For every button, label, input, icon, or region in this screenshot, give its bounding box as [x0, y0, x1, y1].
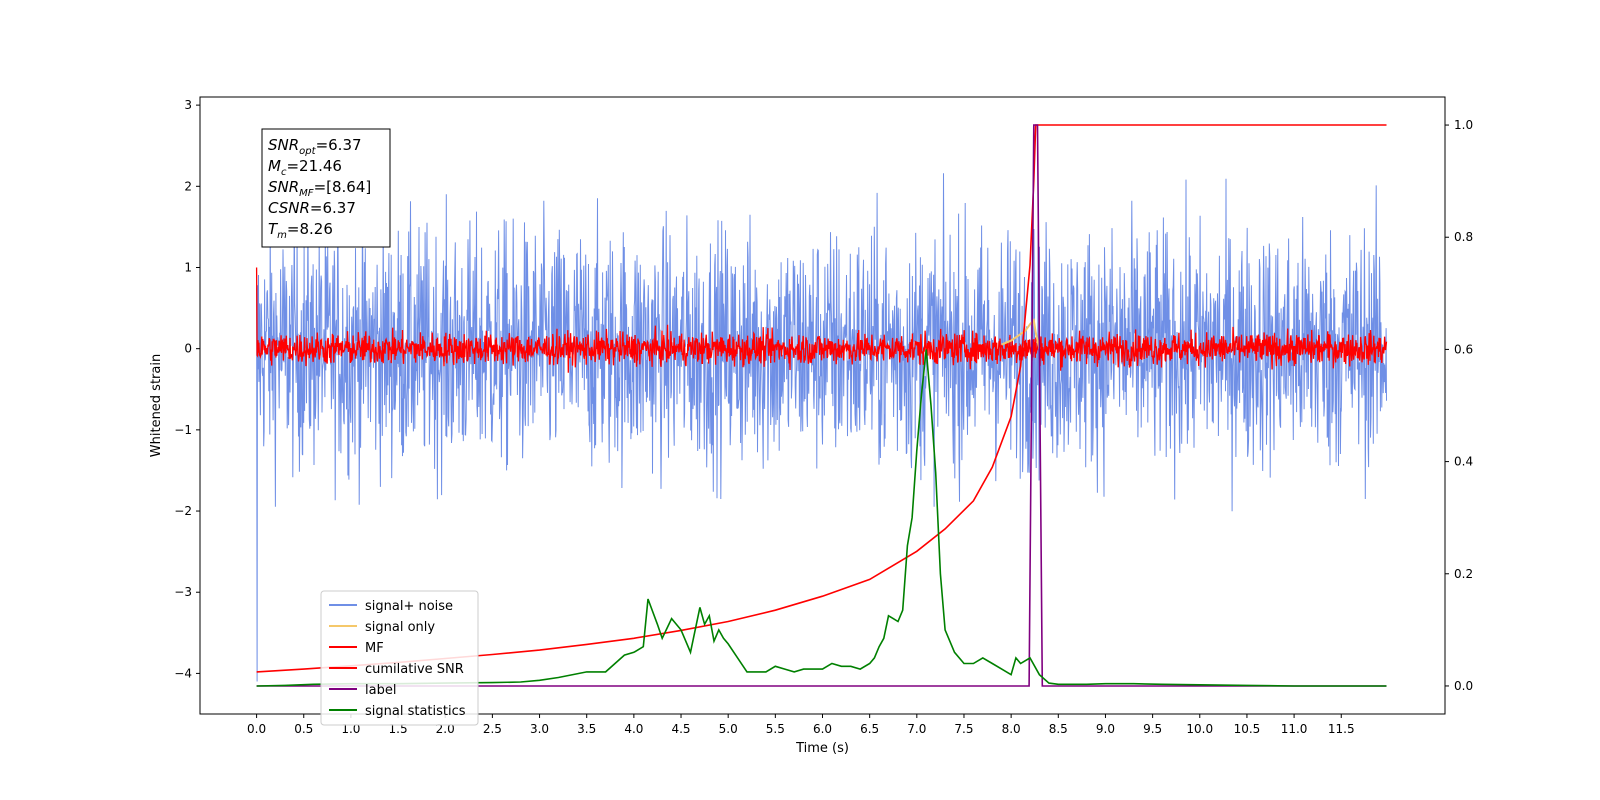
x-tick-label: 9.0	[1096, 722, 1115, 736]
x-tick-label: 4.5	[671, 722, 690, 736]
y-axis-left: 3 2 1 0 −1 −2 −3 −4	[174, 98, 200, 680]
y2-tick-label: 0.0	[1454, 679, 1473, 693]
y2-tick-label: 1.0	[1454, 118, 1473, 132]
y-tick-label: 3	[184, 98, 192, 112]
legend-label: MF	[365, 641, 384, 656]
y-tick-label: −4	[174, 666, 192, 680]
y-tick-label: −2	[174, 504, 192, 518]
y-axis-label: Whitened strain	[149, 354, 164, 457]
legend-label: label	[365, 683, 396, 698]
legend-label: signal only	[365, 620, 435, 635]
mf-series-layer	[255, 267, 1388, 373]
annotation-line: SNRMF=[8.64]	[268, 178, 371, 199]
annotation-line: CSNR=6.37	[268, 199, 356, 217]
x-tick-label: 9.5	[1143, 722, 1162, 736]
x-tick-label: 8.0	[1002, 722, 1021, 736]
x-tick-label: 11.5	[1328, 722, 1355, 736]
x-tick-label: 3.0	[530, 722, 549, 736]
y-tick-label: −1	[174, 423, 192, 437]
label-line	[256, 124, 1387, 687]
x-tick-label: 4.0	[624, 722, 643, 736]
y-axis-right: 0.0 0.2 0.4 0.6 0.8 1.0	[1445, 118, 1473, 693]
y2-tick-label: 0.8	[1454, 230, 1473, 244]
x-tick-label: 3.5	[577, 722, 596, 736]
y2-tick-label: 0.6	[1454, 342, 1473, 356]
x-tick-label: 10.0	[1186, 722, 1213, 736]
x-tick-label: 0.5	[294, 722, 313, 736]
stats-annotation: SNRopt=6.37Mc=21.46SNRMF=[8.64]CSNR=6.37…	[261, 128, 391, 248]
x-tick-label: 2.5	[483, 722, 502, 736]
x-tick-label: 5.5	[766, 722, 785, 736]
legend-box	[320, 590, 479, 726]
x-tick-label: 11.0	[1281, 722, 1308, 736]
x-tick-label: 7.0	[907, 722, 926, 736]
y-tick-label: −3	[174, 585, 192, 599]
x-tick-label: 8.5	[1049, 722, 1068, 736]
x-tick-label: 6.5	[860, 722, 879, 736]
y2-tick-label: 0.2	[1454, 567, 1473, 581]
y-tick-label: 1	[184, 260, 192, 274]
annotation-line: Mc=21.46	[268, 157, 342, 178]
y-tick-label: 2	[184, 179, 192, 193]
x-tick-label: 5.0	[719, 722, 738, 736]
legend-label: signal statistics	[365, 704, 466, 719]
legend: signal+ noise signal only MF cumilative SNR…	[320, 590, 479, 726]
x-tick-label: 10.5	[1234, 722, 1261, 736]
annotation-line: Tm=8.26	[268, 220, 333, 241]
y2-tick-label: 0.4	[1454, 455, 1473, 469]
x-axis-label: Time (s)	[795, 741, 849, 756]
x-tick-label: 6.0	[813, 722, 832, 736]
annotation-line: SNRopt=6.37	[268, 136, 362, 157]
signal-statistics-line	[256, 349, 1387, 687]
annotation-box	[261, 128, 391, 248]
x-axis: 0.0 0.5 1.0 1.5 2.0 2.5 3.0 3.5 4.0 4.5 5.0 5.5 6.0 6…	[247, 714, 1355, 736]
x-tick-label: 0.0	[247, 722, 266, 736]
mf-line	[255, 267, 1388, 373]
y-tick-label: 0	[184, 342, 192, 356]
signal-only-line	[1001, 318, 1041, 349]
legend-label: signal+ noise	[365, 599, 453, 614]
legend-label: cumilative SNR	[365, 662, 464, 677]
x-tick-label: 7.5	[954, 722, 973, 736]
